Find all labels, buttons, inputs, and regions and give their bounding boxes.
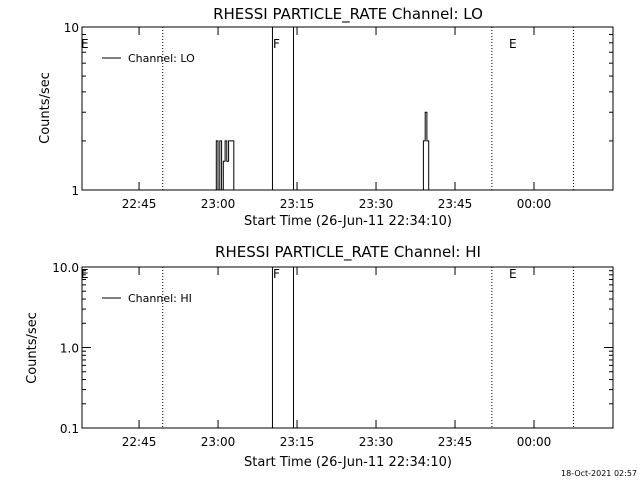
lo-x-tick-label: 23:45 xyxy=(438,197,473,211)
hi-x-tick-label: 23:30 xyxy=(359,435,394,449)
hi-y-tick-label: 0.1 xyxy=(60,422,79,436)
hi-x-tick-label: 23:00 xyxy=(201,435,236,449)
hi-chart-title: RHESSI PARTICLE_RATE Channel: HI xyxy=(215,243,481,262)
lo-y-axis-label: Counts/sec xyxy=(38,72,53,144)
lo-series-line xyxy=(82,111,508,191)
lo-flag-label-e-start: E xyxy=(81,37,89,51)
lo-x-tick-label: 23:30 xyxy=(359,197,394,211)
hi-channel-panel: RHESSI PARTICLE_RATE Channel: HI Counts/… xyxy=(25,243,614,470)
lo-y-tick-label: 10 xyxy=(64,21,79,35)
generated-timestamp: 18-Oct-2021 02:57 xyxy=(561,469,637,478)
hi-y-axis-label: Counts/sec xyxy=(25,312,40,384)
lo-x-axis-label: Start Time (26-Jun-11 22:34:10) xyxy=(244,214,452,229)
lo-legend-label: Channel: LO xyxy=(128,52,195,65)
hi-flag-label-e-start: E xyxy=(81,267,89,281)
hi-flag-label-e-end: E xyxy=(509,267,517,281)
hi-y-tick-label: 1.0 xyxy=(60,342,79,356)
hi-y-tick-label: 10.0 xyxy=(52,261,79,275)
hi-x-tick-label: 22:45 xyxy=(122,435,157,449)
lo-x-tick-label: 23:00 xyxy=(201,197,236,211)
hi-x-tick-label: 23:15 xyxy=(280,435,315,449)
hi-x-tick-label: 23:45 xyxy=(438,435,473,449)
lo-chart-title: RHESSI PARTICLE_RATE Channel: LO xyxy=(213,5,483,24)
lo-channel-panel: RHESSI PARTICLE_RATE Channel: LO Counts/… xyxy=(38,5,614,229)
hi-x-axis-label: Start Time (26-Jun-11 22:34:10) xyxy=(244,455,452,470)
lo-x-tick-label: 00:00 xyxy=(517,197,552,211)
hi-legend-label: Channel: HI xyxy=(128,292,192,305)
lo-flag-label-f: F xyxy=(273,37,280,51)
lo-x-tick-label: 22:45 xyxy=(122,197,157,211)
hi-x-tick-label: 00:00 xyxy=(517,435,552,449)
lo-y-tick-label: 1 xyxy=(71,184,79,198)
lo-x-tick-label: 23:15 xyxy=(280,197,315,211)
lo-flag-label-e-end: E xyxy=(509,37,517,51)
hi-flag-label-f: F xyxy=(273,267,280,281)
